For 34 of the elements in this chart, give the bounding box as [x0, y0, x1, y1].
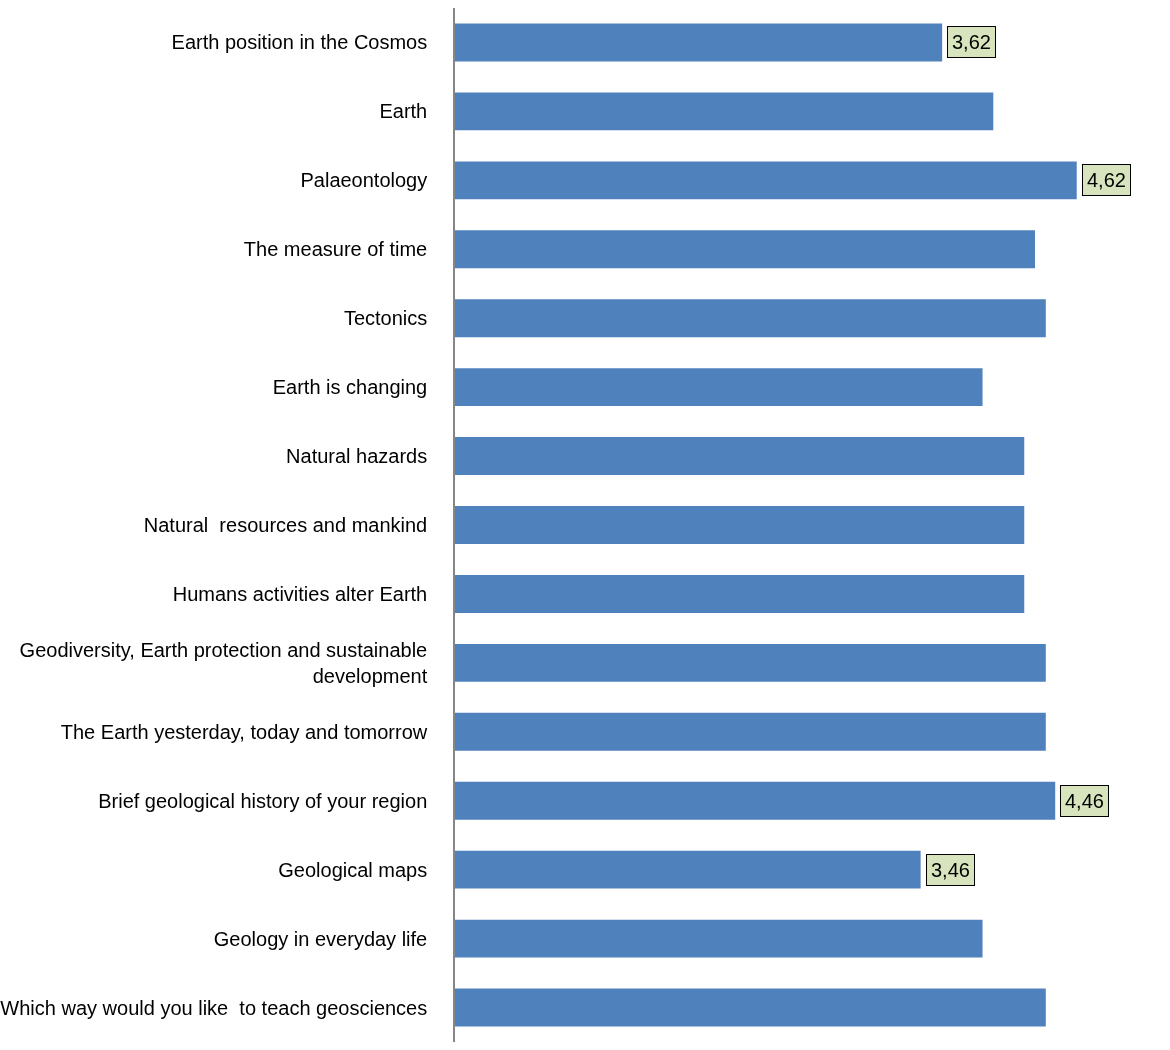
y-tick-label: Humans activities alter Earth — [172, 582, 428, 605]
y-tick-label: Earth position in the Cosmos — [171, 31, 428, 54]
y-tick-label: Brief geological history of your region — [98, 789, 428, 812]
bar — [455, 23, 943, 62]
y-tick-label: Earth is changing — [272, 376, 428, 399]
bar — [455, 919, 983, 958]
data-label: 4,46 — [1065, 790, 1104, 812]
y-tick-label: Geology in everyday life — [213, 927, 428, 950]
bar — [455, 230, 1036, 269]
y-tick-label: The Earth yesterday, today and tomorrow — [60, 720, 428, 743]
y-tick-label: Natural resources and mankind — [143, 514, 428, 536]
y-tick-label: Palaeontology — [300, 169, 428, 192]
y-tick-label: Tectonics — [343, 307, 428, 330]
bar — [455, 437, 1025, 476]
bar — [455, 368, 983, 407]
bar — [455, 161, 1077, 200]
y-tick-label: Geological maps — [278, 858, 428, 881]
y-tick-label: Which way would you like to teach geosciences — [0, 996, 428, 1019]
data-label: 3,46 — [931, 859, 970, 881]
bar — [455, 92, 994, 131]
y-tick-label: Earth — [379, 100, 428, 123]
y-tick-label: The measure of time — [243, 238, 428, 261]
bar — [455, 712, 1046, 751]
bar — [455, 850, 921, 889]
bar — [455, 574, 1025, 613]
data-label: 4,62 — [1087, 169, 1126, 191]
bar — [455, 299, 1046, 338]
bar — [455, 781, 1056, 820]
y-tick-label: Geodiversity, Earth protection and sustainable development — [19, 638, 428, 687]
bar — [455, 643, 1046, 682]
y-tick-label: Natural hazards — [286, 445, 428, 468]
bar — [455, 988, 1046, 1027]
data-label: 3,62 — [952, 31, 991, 53]
bar — [455, 506, 1025, 544]
